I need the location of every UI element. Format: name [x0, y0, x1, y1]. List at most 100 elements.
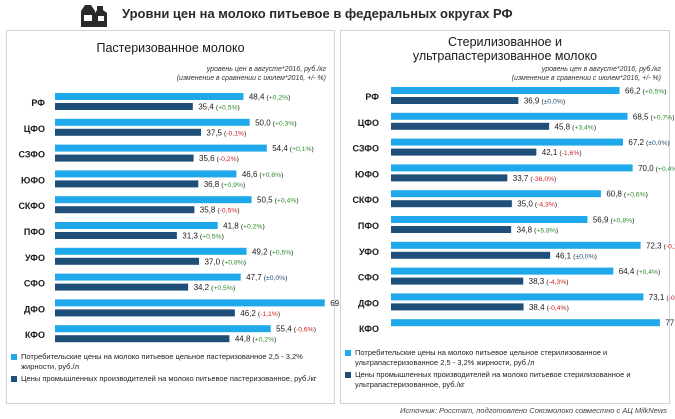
category-label: КФО: [25, 330, 45, 340]
data-label: 72,3: [646, 241, 662, 250]
legend-item-producer: Цены промышленных производителей на моло…: [11, 374, 329, 384]
category-label: РФ: [31, 98, 45, 108]
change-label: (+0,5%): [211, 285, 235, 292]
data-label: 69,3: [330, 299, 346, 308]
legend-item-consumer: Потребительские цены на молоко питьевое …: [345, 348, 663, 368]
change-label: (+0,3%): [273, 120, 297, 127]
change-label: (-0,2%): [217, 156, 239, 163]
legend: Потребительские цены на молоко питьевое …: [11, 352, 329, 386]
category-label: ПФО: [24, 227, 45, 237]
panel-title-line: ультрапастеризованное молоко: [412, 49, 598, 63]
producer-price-bar: [55, 103, 193, 110]
category-label: ЦФО: [24, 124, 45, 134]
producer-price-bar: [55, 128, 201, 136]
legend-swatch-consumer: [345, 350, 351, 356]
consumer-price-bar: [55, 325, 271, 333]
data-label: 38,3: [529, 277, 545, 286]
data-label: 41,8: [223, 222, 239, 231]
change-label: (+0,5%): [643, 89, 667, 96]
producer-price-bar: [55, 335, 230, 343]
change-label: (-0,1%): [664, 243, 675, 250]
change-label: (-4,3%): [546, 279, 568, 286]
change-label: (+0,4%): [275, 198, 299, 205]
data-label: 35,8: [200, 206, 216, 215]
legend-label: Цены промышленных производителей на моло…: [21, 374, 317, 383]
change-label: (-0,2%): [666, 295, 675, 302]
category-label: ДФО: [24, 304, 45, 314]
panel-title-line: Пастеризованное молоко: [96, 41, 245, 55]
source-note: Источник: Росстат, подготовлено Союзмоло…: [400, 406, 667, 415]
legend-label: Потребительские цены на молоко питьевое …: [21, 352, 303, 371]
legend-swatch-producer: [11, 376, 17, 382]
consumer-price-bar: [391, 87, 620, 94]
change-label: (+0,1%): [290, 146, 314, 153]
producer-price-bar: [391, 226, 512, 233]
category-label: РФ: [365, 92, 379, 102]
change-label: (+0,2%): [266, 95, 290, 102]
producer-price-bar: [391, 148, 537, 156]
category-label: СФО: [358, 273, 379, 283]
producer-price-bar: [391, 200, 512, 208]
change-label: (-36,0%): [530, 176, 556, 183]
consumer-price-bar: [55, 196, 252, 204]
data-label: 46,2: [240, 309, 256, 318]
consumer-price-bar: [391, 267, 614, 275]
subtitle-line: уровень цен в августе*2016, руб./кг: [206, 66, 326, 73]
panel-subtitle: уровень цен в августе*2016, руб./кг (изм…: [177, 65, 326, 83]
change-label: (-4,3%): [535, 202, 557, 209]
data-label: 35,0: [517, 200, 533, 209]
legend-swatch-producer: [345, 372, 351, 378]
change-label: (-0,6%): [294, 327, 316, 334]
legend-label: Потребительские цены на молоко питьевое …: [355, 348, 608, 367]
consumer-price-bar: [391, 293, 644, 301]
data-label: 56,9: [593, 216, 609, 225]
consumer-price-bar: [55, 170, 237, 178]
data-label: 35,4: [198, 103, 214, 112]
data-label: 38,4: [529, 303, 545, 312]
consumer-price-bar: [391, 164, 633, 172]
producer-price-bar: [391, 277, 524, 285]
producer-price-bar: [55, 283, 189, 291]
legend-item-consumer: Потребительские цены на молоко питьевое …: [11, 352, 329, 372]
category-label: ЦФО: [358, 118, 379, 128]
data-label: 48,4: [249, 93, 265, 102]
milk-carton-icon: [81, 5, 107, 27]
change-label: (+0,4%): [636, 269, 660, 276]
data-label: 34,8: [517, 226, 533, 235]
change-label: (+0,5%): [200, 234, 224, 241]
sterilized-panel: Стерилизованное и ультрапастеризованное …: [340, 30, 675, 404]
data-label: 50,5: [257, 196, 273, 205]
change-label: (-0,4%): [547, 305, 569, 312]
producer-price-bar: [55, 180, 199, 188]
consumer-price-bar: [391, 319, 660, 327]
change-label: (±0,0%): [646, 140, 670, 147]
change-label: (+0,7%): [650, 114, 674, 121]
change-label: (±0,0%): [541, 99, 565, 106]
data-label: 35,6: [199, 154, 215, 163]
change-label: (+0,4%): [656, 166, 675, 173]
data-label: 55,4: [276, 325, 292, 334]
consumer-price-bar: [391, 241, 641, 249]
change-label: (-1,6%): [559, 150, 581, 157]
consumer-price-bar: [391, 216, 588, 223]
data-label: 73,1: [649, 293, 665, 302]
panel-title-line: Стерилизованное и: [448, 35, 562, 49]
legend-swatch-consumer: [11, 354, 17, 360]
data-label: 49,2: [252, 247, 268, 256]
category-label: ДФО: [358, 298, 379, 308]
data-label: 60,8: [606, 190, 622, 199]
category-label: СЗФО: [353, 144, 379, 154]
category-label: СКФО: [18, 201, 45, 211]
category-label: УФО: [359, 247, 379, 257]
pasteurized-panel: Пастеризованное молоко уровень цен в авг…: [6, 30, 372, 404]
producer-price-bar: [55, 206, 195, 214]
panel-title: Пастеризованное молоко: [7, 41, 334, 55]
change-label: (+0,2%): [252, 337, 276, 344]
consumer-price-bar: [391, 112, 628, 120]
data-label: 33,7: [513, 174, 529, 183]
producer-price-bar: [391, 97, 519, 104]
data-label: 36,9: [524, 97, 540, 106]
data-label: 46,1: [556, 251, 572, 260]
data-label: 64,4: [619, 267, 635, 276]
